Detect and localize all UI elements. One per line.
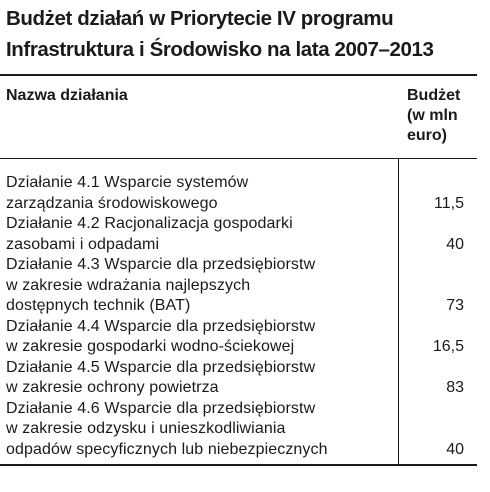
action-name-line: dostępnych technik (BAT) [6, 297, 191, 314]
action-name: Działanie 4.1 Wsparcie systemów zarządza… [0, 173, 387, 214]
title-line-2: Infrastruktura i Środowisko na lata 2007… [6, 38, 434, 61]
action-name-line: Działanie 4.6 Wsparcie dla przedsiębiors… [6, 399, 316, 417]
budget-value: 11,5 [434, 194, 464, 212]
action-name: Działanie 4.5 Wsparcie dla przedsiębiors… [0, 358, 387, 399]
budget-header-line: Budżet [407, 87, 461, 104]
action-name-line: w zakresie wdrażania najlepszych [6, 276, 251, 294]
table-row: Działanie 4.1 Wsparcie systemów zarządza… [0, 173, 477, 214]
action-name: Działanie 4.6 Wsparcie dla przedsiębiors… [0, 399, 387, 461]
budget-value: 83 [446, 379, 464, 396]
action-name: Działanie 4.3 Wsparcie dla przedsiębiors… [0, 255, 387, 317]
table-row: Działanie 4.6 Wsparcie dla przedsiębiors… [0, 399, 477, 461]
action-name: Działanie 4.2 Racjonalizacja gospodarki … [0, 214, 387, 255]
action-name-line: odpadów specyficznych lub niebezpiecznyc… [6, 440, 328, 458]
action-name-line: w zakresie ochrony powietrza [6, 379, 219, 396]
header-rule [0, 158, 477, 159]
budget-value: 16,5 [432, 338, 464, 355]
budget-header-line: (w mln [407, 107, 458, 124]
title-line-1: Budżet działań w Priorytecie IV programu [6, 7, 394, 30]
column-header-budget: Budżet (w mln euro) [407, 86, 477, 146]
table-row: Działanie 4.3 Wsparcie dla przedsiębiors… [0, 255, 477, 317]
column-header-name: Nazwa działania [6, 87, 128, 104]
budget-value: 40 [446, 440, 464, 458]
top-rule [0, 74, 477, 76]
column-divider [398, 159, 399, 464]
action-name-line: w zakresie odzysku i unieszkodliwiania [6, 420, 286, 437]
budget-value: 40 [446, 235, 464, 253]
table-row: Działanie 4.5 Wsparcie dla przedsiębiors… [0, 358, 477, 399]
action-name-line: Działanie 4.2 Racjonalizacja gospodarki [6, 215, 293, 232]
action-name-line: Działanie 4.5 Wsparcie dla przedsiębiors… [6, 358, 316, 376]
budget-header-line: euro) [407, 127, 447, 144]
table-row: Działanie 4.2 Racjonalizacja gospodarki … [0, 214, 477, 255]
action-name-line: w zakresie gospodarki wodno-ściekowej [6, 338, 295, 355]
action-name-line: Działanie 4.4 Wsparcie dla przedsiębiors… [6, 317, 316, 335]
action-name-line: Działanie 4.1 Wsparcie systemów [6, 174, 249, 191]
action-name-line: zarządzania środowiskowego [6, 194, 218, 212]
budget-table: Działanie 4.1 Wsparcie systemów zarządza… [0, 173, 477, 460]
action-name-line: zasobami i odpadami [6, 235, 160, 253]
table-row: Działanie 4.4 Wsparcie dla przedsiębiors… [0, 317, 477, 358]
page-title: Budżet działań w Priorytecie IV programu… [6, 3, 484, 65]
action-name-line: Działanie 4.3 Wsparcie dla przedsiębiors… [6, 256, 316, 273]
budget-value: 73 [446, 297, 464, 314]
bottom-rule [0, 464, 477, 466]
action-name: Działanie 4.4 Wsparcie dla przedsiębiors… [0, 317, 387, 358]
